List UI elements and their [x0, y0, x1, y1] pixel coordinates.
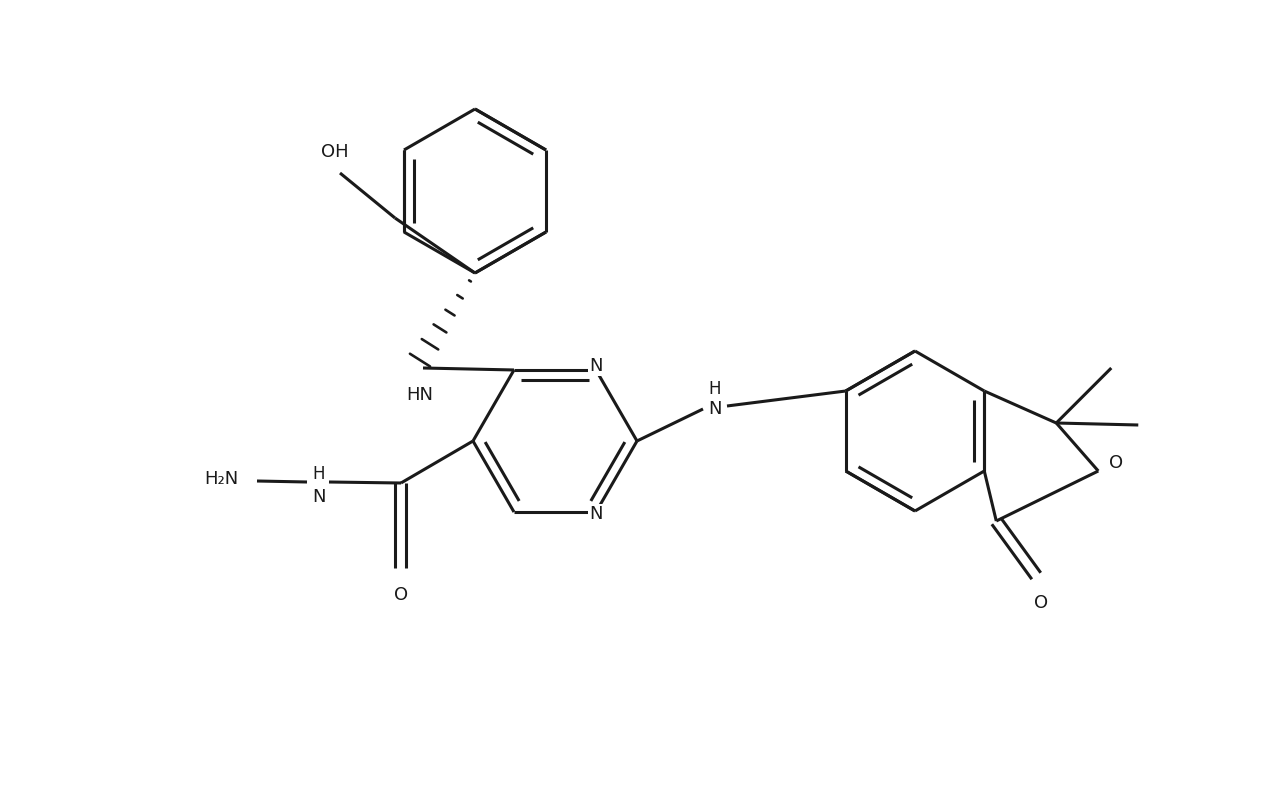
- Text: N: N: [313, 488, 325, 506]
- Text: H: H: [313, 465, 325, 483]
- Text: OH: OH: [322, 143, 349, 161]
- Text: N: N: [589, 505, 603, 523]
- Text: N: N: [589, 357, 603, 375]
- Text: O: O: [1034, 594, 1048, 612]
- Text: N: N: [708, 400, 722, 418]
- Text: O: O: [1109, 454, 1123, 472]
- Text: O: O: [394, 586, 408, 604]
- Text: HN: HN: [406, 386, 433, 404]
- Text: H₂N: H₂N: [205, 470, 239, 488]
- Text: H: H: [709, 380, 722, 398]
